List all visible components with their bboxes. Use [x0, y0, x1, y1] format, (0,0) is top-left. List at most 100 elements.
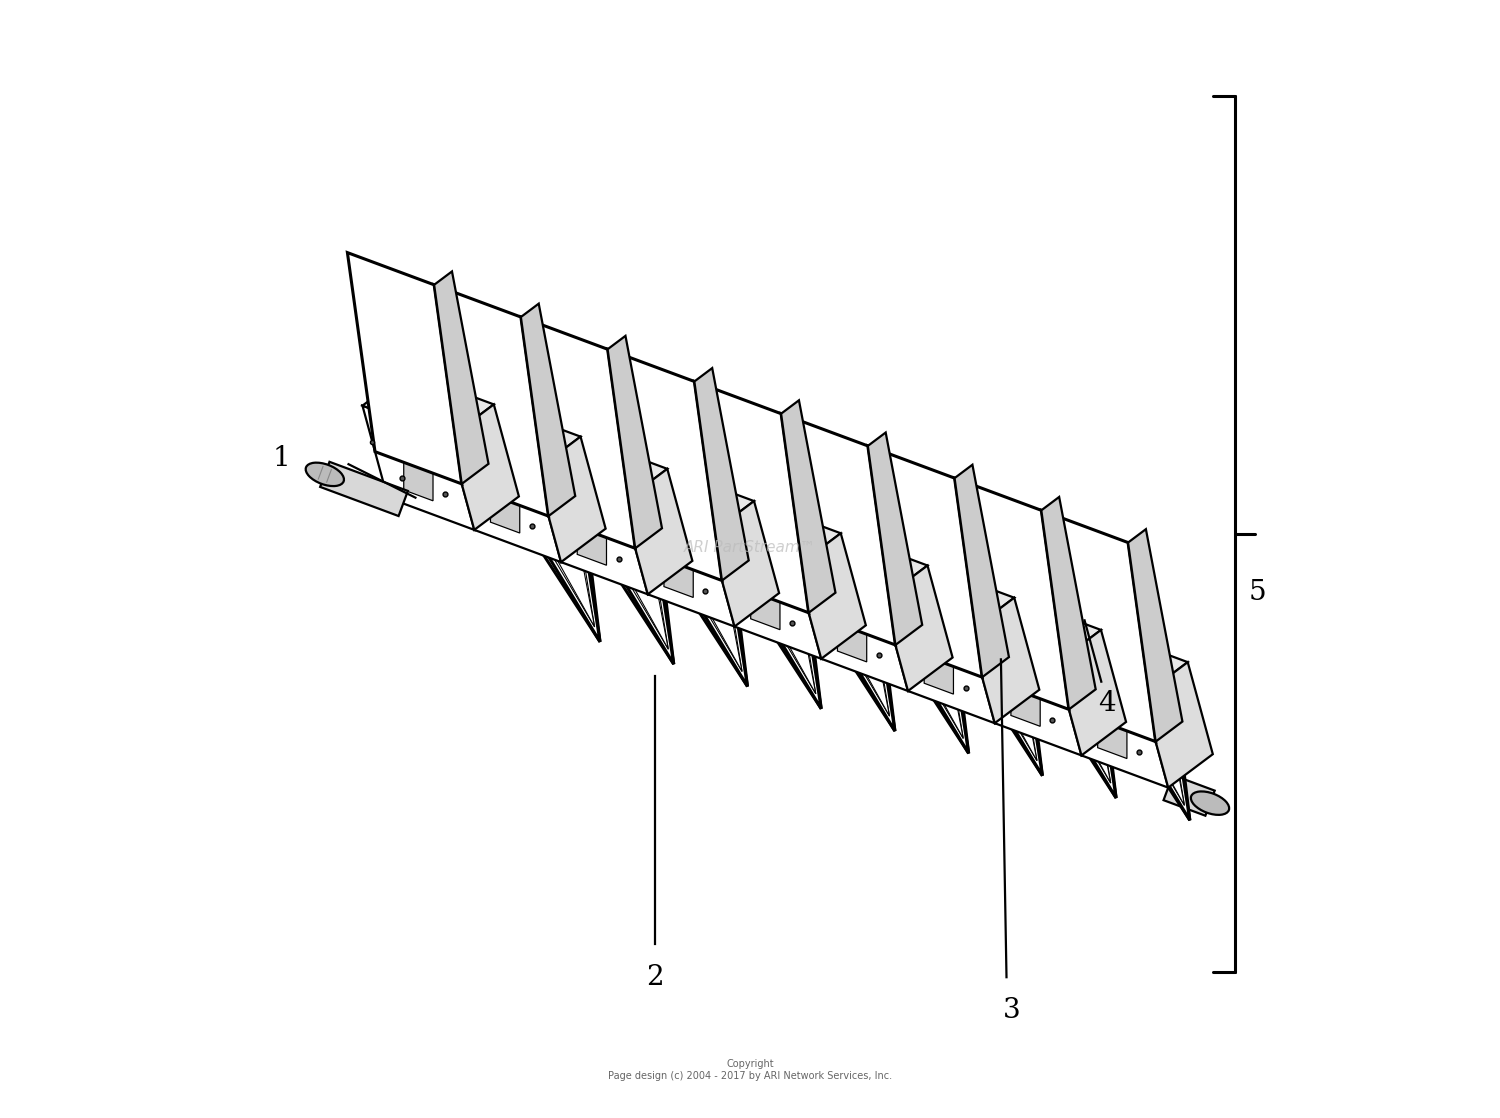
Text: 3: 3	[1004, 997, 1022, 1024]
Polygon shape	[884, 566, 1014, 632]
Polygon shape	[532, 457, 594, 627]
Text: Copyright
Page design (c) 2004 - 2017 by ARI Network Services, Inc.: Copyright Page design (c) 2004 - 2017 by…	[608, 1059, 892, 1081]
Polygon shape	[520, 318, 634, 548]
Polygon shape	[433, 285, 549, 517]
Polygon shape	[902, 569, 963, 738]
Polygon shape	[837, 596, 867, 662]
Polygon shape	[1041, 496, 1095, 710]
Polygon shape	[868, 433, 922, 645]
Polygon shape	[924, 628, 954, 694]
Polygon shape	[681, 502, 742, 672]
Polygon shape	[754, 524, 816, 694]
Polygon shape	[1098, 692, 1126, 758]
Polygon shape	[782, 414, 895, 645]
Polygon shape	[664, 531, 693, 597]
Polygon shape	[675, 487, 747, 686]
Polygon shape	[822, 532, 896, 731]
Polygon shape	[363, 406, 474, 530]
Polygon shape	[608, 335, 662, 548]
Polygon shape	[348, 253, 462, 484]
Polygon shape	[954, 465, 1010, 678]
Polygon shape	[1124, 636, 1185, 805]
Polygon shape	[1118, 622, 1190, 821]
Polygon shape	[969, 632, 1082, 756]
Polygon shape	[796, 533, 927, 599]
Polygon shape	[1056, 629, 1188, 695]
Polygon shape	[608, 349, 721, 580]
Text: ARI PartStream™: ARI PartStream™	[684, 540, 816, 556]
Polygon shape	[602, 465, 674, 664]
Polygon shape	[1044, 599, 1116, 798]
Polygon shape	[694, 368, 748, 580]
Polygon shape	[975, 591, 1036, 760]
Polygon shape	[970, 577, 1042, 776]
Polygon shape	[448, 405, 580, 470]
Polygon shape	[1128, 529, 1182, 741]
Polygon shape	[796, 533, 865, 659]
Polygon shape	[536, 470, 648, 595]
Polygon shape	[675, 487, 747, 686]
Polygon shape	[1056, 663, 1168, 787]
Polygon shape	[822, 532, 896, 731]
Polygon shape	[902, 569, 963, 738]
Polygon shape	[1044, 599, 1116, 798]
Polygon shape	[694, 381, 808, 613]
Polygon shape	[1041, 510, 1155, 741]
Text: 5: 5	[1248, 579, 1266, 606]
Ellipse shape	[306, 463, 344, 486]
Polygon shape	[754, 524, 816, 694]
Text: 4: 4	[1098, 691, 1116, 718]
Polygon shape	[536, 437, 606, 562]
Polygon shape	[622, 468, 754, 534]
Text: 2: 2	[646, 964, 664, 991]
Polygon shape	[1048, 614, 1110, 783]
Polygon shape	[528, 443, 600, 642]
Polygon shape	[578, 499, 606, 566]
Ellipse shape	[1191, 792, 1228, 815]
Polygon shape	[954, 479, 1070, 710]
Polygon shape	[1048, 614, 1110, 783]
Polygon shape	[897, 555, 969, 754]
Polygon shape	[782, 400, 836, 613]
Polygon shape	[710, 501, 842, 567]
Polygon shape	[969, 598, 1101, 663]
Polygon shape	[1011, 661, 1040, 727]
Polygon shape	[1124, 636, 1185, 805]
Polygon shape	[602, 465, 674, 664]
Polygon shape	[1118, 622, 1190, 821]
Polygon shape	[622, 468, 693, 595]
Polygon shape	[536, 437, 668, 502]
Polygon shape	[320, 462, 408, 517]
Text: 1: 1	[273, 445, 291, 472]
Polygon shape	[448, 405, 519, 530]
Polygon shape	[748, 510, 820, 709]
Polygon shape	[608, 480, 669, 650]
Polygon shape	[433, 272, 489, 484]
Polygon shape	[622, 502, 735, 626]
Polygon shape	[490, 467, 520, 533]
Polygon shape	[404, 435, 433, 501]
Polygon shape	[884, 599, 995, 723]
Polygon shape	[1056, 629, 1126, 756]
Polygon shape	[681, 502, 742, 672]
Polygon shape	[748, 510, 820, 709]
Polygon shape	[710, 501, 778, 626]
Polygon shape	[796, 567, 907, 691]
Polygon shape	[897, 555, 969, 754]
Polygon shape	[528, 443, 600, 642]
Polygon shape	[970, 577, 1042, 776]
Polygon shape	[969, 598, 1040, 723]
Polygon shape	[448, 438, 561, 562]
Polygon shape	[828, 547, 890, 717]
Polygon shape	[1164, 775, 1215, 816]
Polygon shape	[363, 372, 494, 438]
Polygon shape	[975, 591, 1036, 760]
Polygon shape	[828, 547, 890, 717]
Polygon shape	[710, 534, 822, 659]
Polygon shape	[532, 457, 594, 627]
Polygon shape	[884, 566, 952, 691]
Polygon shape	[868, 446, 982, 678]
Polygon shape	[1143, 662, 1214, 787]
Polygon shape	[520, 304, 576, 517]
Polygon shape	[750, 563, 780, 629]
